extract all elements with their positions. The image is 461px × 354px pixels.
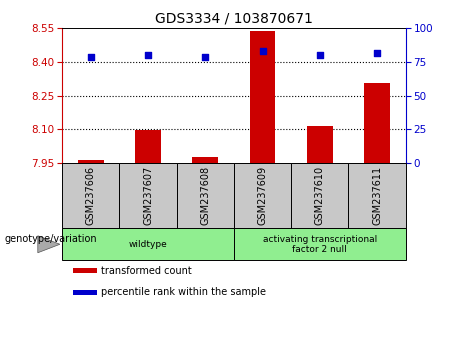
Bar bbox=[192, 157, 218, 163]
Bar bbox=[234, 163, 291, 228]
Bar bbox=[135, 130, 161, 163]
Point bbox=[373, 50, 381, 55]
Point bbox=[87, 54, 95, 59]
Bar bbox=[62, 228, 234, 260]
Point bbox=[259, 48, 266, 54]
Point bbox=[316, 52, 324, 58]
Bar bbox=[72, 290, 97, 295]
Bar bbox=[250, 31, 276, 163]
Text: GSM237608: GSM237608 bbox=[201, 166, 210, 225]
Title: GDS3334 / 103870671: GDS3334 / 103870671 bbox=[155, 12, 313, 26]
Bar bbox=[62, 163, 119, 228]
Text: transformed count: transformed count bbox=[101, 266, 192, 276]
Text: wildtype: wildtype bbox=[129, 240, 167, 249]
Polygon shape bbox=[38, 236, 60, 253]
Bar bbox=[291, 163, 349, 228]
Bar bbox=[349, 163, 406, 228]
Text: GSM237609: GSM237609 bbox=[258, 166, 267, 225]
Text: GSM237607: GSM237607 bbox=[143, 166, 153, 225]
Bar bbox=[364, 83, 390, 163]
Text: genotype/variation: genotype/variation bbox=[5, 234, 97, 245]
Text: percentile rank within the sample: percentile rank within the sample bbox=[101, 287, 266, 297]
Point bbox=[201, 54, 209, 59]
Bar bbox=[177, 163, 234, 228]
Point bbox=[144, 52, 152, 57]
Bar bbox=[72, 268, 97, 273]
Text: activating transcriptional
factor 2 null: activating transcriptional factor 2 null bbox=[263, 235, 377, 254]
Bar bbox=[307, 126, 333, 163]
Bar bbox=[234, 228, 406, 260]
Text: GSM237610: GSM237610 bbox=[315, 166, 325, 225]
Text: GSM237611: GSM237611 bbox=[372, 166, 382, 225]
Text: GSM237606: GSM237606 bbox=[86, 166, 96, 225]
Bar bbox=[119, 163, 177, 228]
Bar bbox=[78, 160, 104, 163]
